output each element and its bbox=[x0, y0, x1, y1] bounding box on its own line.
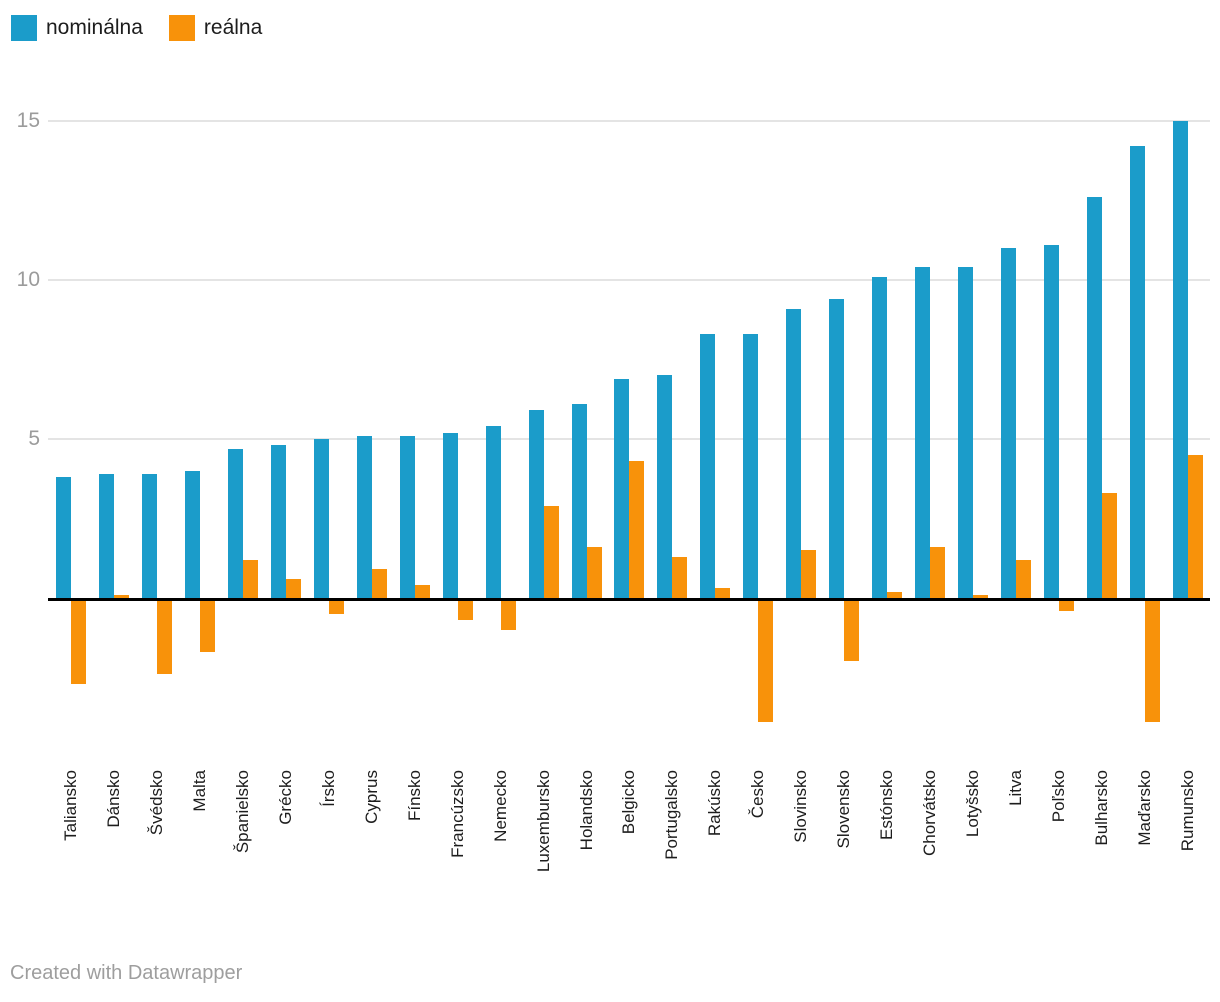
plot-area: 5 10 15 Taliansko Dánsko Švédsko Malta Španiels… bbox=[17, 90, 1210, 990]
x-axis-label: Luxembursko bbox=[533, 770, 553, 873]
x-axis-label: Cyprus bbox=[361, 770, 381, 824]
bar-realna bbox=[629, 461, 645, 598]
bar-realna bbox=[371, 569, 387, 598]
bar-realna bbox=[715, 588, 731, 598]
legend-swatch-nominalna bbox=[11, 15, 37, 41]
x-axis-label: Grécko bbox=[275, 770, 295, 825]
bar-realna bbox=[1059, 601, 1075, 611]
x-axis-label: Rakúsko bbox=[705, 770, 725, 837]
bar-realna bbox=[457, 601, 473, 621]
bar-nominalna bbox=[313, 439, 329, 598]
bar-nominalna bbox=[1172, 121, 1188, 598]
x-axis-label: Švédsko bbox=[146, 770, 166, 836]
x-axis-label: Česko bbox=[748, 770, 768, 819]
bar-nominalna bbox=[1044, 245, 1060, 598]
bar-nominalna bbox=[485, 426, 501, 598]
bar-nominalna bbox=[571, 404, 587, 598]
bar-realna bbox=[672, 556, 688, 598]
x-axis-label: Nemecko bbox=[490, 770, 510, 842]
bar-realna bbox=[242, 559, 258, 598]
bar-realna bbox=[801, 550, 817, 598]
x-axis-baseline bbox=[48, 598, 1210, 601]
bar-realna bbox=[1102, 493, 1118, 598]
bar-nominalna bbox=[1001, 248, 1017, 598]
bar-nominalna bbox=[657, 375, 673, 598]
x-axis-label: Estónsko bbox=[877, 770, 897, 840]
bar-realna bbox=[71, 601, 86, 684]
x-axis-label: Dánsko bbox=[103, 770, 123, 828]
legend-label-realna: reálna bbox=[203, 16, 263, 39]
x-axis-label: Fínsko bbox=[404, 770, 424, 822]
y-tick-label-10: 10 bbox=[16, 268, 40, 291]
x-axis-label: Litva bbox=[1006, 770, 1026, 806]
bar-realna bbox=[930, 547, 946, 598]
bar-realna bbox=[543, 505, 559, 598]
bar-nominalna bbox=[184, 470, 200, 598]
x-axis-label: Slovensko bbox=[834, 770, 854, 849]
x-axis-label: Španielsko bbox=[232, 770, 252, 854]
datawrapper-credit-link[interactable]: Created with Datawrapper bbox=[10, 962, 243, 984]
bar-nominalna bbox=[227, 448, 243, 598]
bar-nominalna bbox=[356, 435, 372, 598]
bar-nominalna bbox=[958, 267, 974, 598]
bar-realna bbox=[1145, 601, 1160, 722]
bar-realna bbox=[586, 547, 602, 598]
bar-realna bbox=[285, 578, 301, 598]
legend-label-nominalna: nominálna bbox=[46, 16, 143, 39]
legend: nominálna reálna bbox=[11, 15, 288, 41]
bar-nominalna bbox=[98, 473, 114, 598]
bar-nominalna bbox=[915, 267, 931, 598]
x-axis-label: Taliansko bbox=[61, 770, 80, 841]
bar-nominalna bbox=[1130, 146, 1145, 598]
legend-item-nominalna: nominálna bbox=[11, 15, 143, 41]
bar-realna bbox=[500, 601, 516, 630]
y-tick-label-15: 15 bbox=[16, 109, 40, 132]
bar-nominalna bbox=[270, 445, 286, 598]
gridline-10 bbox=[48, 279, 1210, 281]
x-axis-label: Francúzsko bbox=[447, 770, 467, 858]
bar-nominalna bbox=[829, 299, 845, 598]
gridline-15 bbox=[48, 120, 1210, 122]
bar-realna bbox=[887, 591, 903, 598]
x-axis-label: Bulharsko bbox=[1092, 770, 1112, 846]
x-axis-label: Belgicko bbox=[619, 770, 639, 835]
bar-nominalna bbox=[700, 334, 716, 598]
x-axis-label: Portugalsko bbox=[662, 770, 682, 860]
bar-realna bbox=[328, 601, 344, 614]
x-axis-label: Maďarsko bbox=[1135, 770, 1154, 846]
bar-nominalna bbox=[872, 276, 888, 598]
legend-swatch-realna bbox=[168, 15, 195, 41]
x-axis-label: Rumunsko bbox=[1177, 770, 1197, 852]
bar-realna bbox=[113, 594, 129, 598]
bar-realna bbox=[973, 594, 989, 598]
x-axis-label: Holandsko bbox=[576, 770, 596, 851]
x-axis-label: Slovinsko bbox=[791, 770, 811, 843]
bar-realna bbox=[414, 585, 430, 598]
bar-realna bbox=[199, 601, 215, 652]
x-axis-label: Poľsko bbox=[1049, 770, 1069, 823]
bar-realna bbox=[758, 601, 774, 722]
bar-realna bbox=[844, 601, 860, 662]
bar-nominalna bbox=[786, 308, 802, 598]
bar-realna bbox=[156, 601, 172, 675]
bar-realna bbox=[1187, 454, 1203, 598]
bar-nominalna bbox=[528, 410, 544, 598]
bar-nominalna bbox=[442, 432, 458, 598]
bar-nominalna bbox=[141, 473, 157, 598]
bar-realna bbox=[1016, 559, 1032, 598]
legend-item-realna: reálna bbox=[168, 15, 263, 41]
bar-nominalna bbox=[56, 477, 71, 598]
x-axis-label: Chorvátsko bbox=[920, 770, 940, 856]
y-tick-label-5: 5 bbox=[28, 427, 40, 450]
bar-nominalna bbox=[614, 378, 630, 598]
x-axis-label: Írsko bbox=[318, 770, 338, 807]
bar-nominalna bbox=[399, 435, 415, 598]
bar-nominalna bbox=[743, 334, 759, 598]
x-axis-label: Lotyšsko bbox=[963, 770, 983, 838]
x-axis-label: Malta bbox=[189, 770, 209, 812]
bar-nominalna bbox=[1087, 197, 1103, 598]
